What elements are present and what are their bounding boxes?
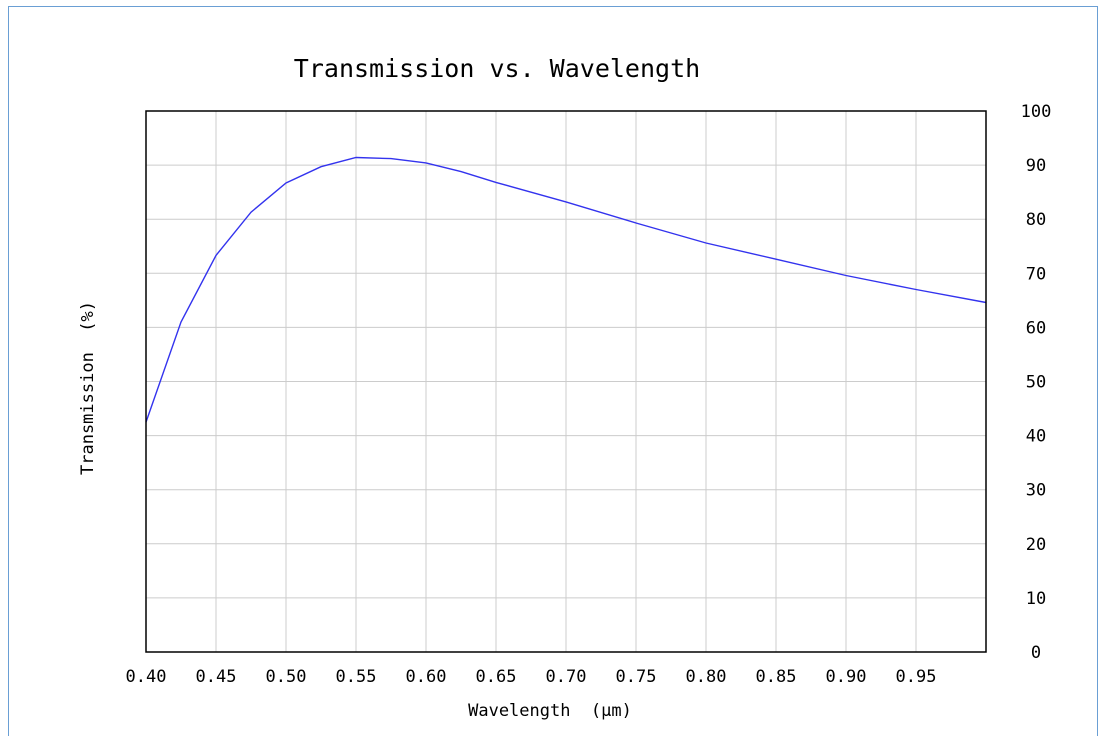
x-tick-label: 0.75 [616,667,657,687]
x-tick-label: 0.80 [686,667,727,687]
x-axis-label: Wavelength (μm) [468,701,632,721]
y-tick-label: 40 [1026,427,1046,447]
y-tick-label: 90 [1026,156,1046,176]
x-tick-labels: 0.40 0.45 0.50 0.55 0.60 0.65 0.70 0.75 0.80 0.85… [126,667,937,687]
y-tick-labels: 0 10 20 30 40 50 60 70 80 90 100 [1021,102,1052,663]
y-tick-label: 70 [1026,264,1046,284]
x-tick-label: 0.45 [196,667,237,687]
series-layer [145,156,987,423]
x-tick-label: 0.40 [126,667,167,687]
x-tick-label: 0.50 [266,667,307,687]
y-tick-label: 0 [1031,643,1041,663]
chart-title: Transmission vs. Wavelength [294,54,700,83]
y-tick-label: 60 [1026,318,1046,338]
x-tick-label: 0.85 [756,667,797,687]
y-tick-label: 10 [1026,589,1046,609]
y-tick-label: 20 [1026,535,1046,555]
y-tick-label: 50 [1026,373,1046,393]
y-axis-label: Transmission (%) [78,301,98,475]
x-tick-label: 0.60 [406,667,447,687]
y-tick-label: 30 [1026,481,1046,501]
grid [146,111,986,652]
y-tick-label: 80 [1026,210,1046,230]
y-tick-label: 100 [1021,102,1052,122]
x-tick-label: 0.65 [476,667,517,687]
chart-frame [8,6,1098,736]
plot-area-border [145,110,987,653]
x-tick-label: 0.55 [336,667,377,687]
x-tick-label: 0.95 [896,667,937,687]
x-tick-label: 0.70 [546,667,587,687]
x-tick-label: 0.90 [826,667,867,687]
transmission-line [145,156,987,423]
